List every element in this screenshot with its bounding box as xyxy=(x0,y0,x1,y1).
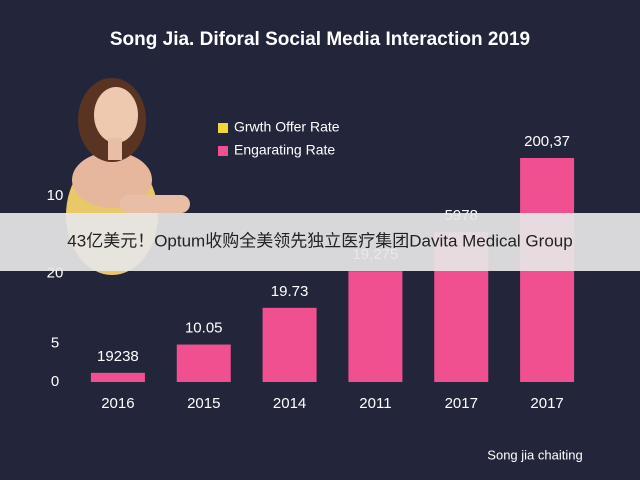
x-tick-label: 2015 xyxy=(187,395,220,412)
chart-title: Song Jia. Diforal Social Media Interacti… xyxy=(110,29,530,50)
bar xyxy=(90,372,145,382)
bar-annotation: 200,37 xyxy=(524,133,570,150)
bar-annotation: 10.05 xyxy=(185,320,223,337)
y-tick-label: 0 xyxy=(51,373,59,390)
bar-annotation: 19.73 xyxy=(271,283,309,300)
y-tick-label: 5 xyxy=(51,335,59,352)
bar xyxy=(262,307,317,382)
y-tick-label: 10 xyxy=(47,187,64,204)
legend-label: Grwth Offer Rate xyxy=(234,119,340,135)
x-tick-label: 2011 xyxy=(359,395,391,412)
x-tick-label: 2017 xyxy=(530,395,563,412)
banner: 43亿美元！Optum收购全美领先独立医疗集团Davita Medical Gr… xyxy=(67,231,572,250)
legend-label: Engarating Rate xyxy=(234,142,335,158)
banner-bg xyxy=(0,213,640,271)
bar-annotation: 19238 xyxy=(97,348,139,365)
source: Song jia chaiting xyxy=(487,447,582,462)
legend-swatch xyxy=(218,146,228,156)
bar xyxy=(348,271,403,382)
bar xyxy=(176,344,231,382)
legend-swatch xyxy=(218,123,228,133)
x-tick-label: 2014 xyxy=(273,395,306,412)
x-tick-label: 2017 xyxy=(445,395,478,412)
x-tick-label: 2016 xyxy=(101,395,134,412)
